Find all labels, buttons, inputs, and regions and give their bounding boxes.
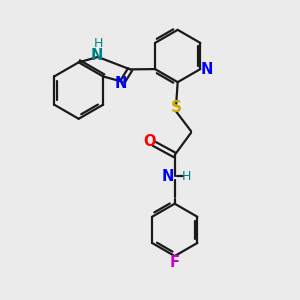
Text: N: N [115, 76, 127, 91]
Text: H: H [94, 38, 103, 50]
Text: H: H [181, 170, 191, 183]
Text: N: N [162, 169, 174, 184]
Text: O: O [143, 134, 156, 149]
Text: N: N [90, 48, 103, 63]
Text: F: F [170, 255, 180, 270]
Text: S: S [171, 100, 182, 115]
Text: N: N [201, 61, 213, 76]
